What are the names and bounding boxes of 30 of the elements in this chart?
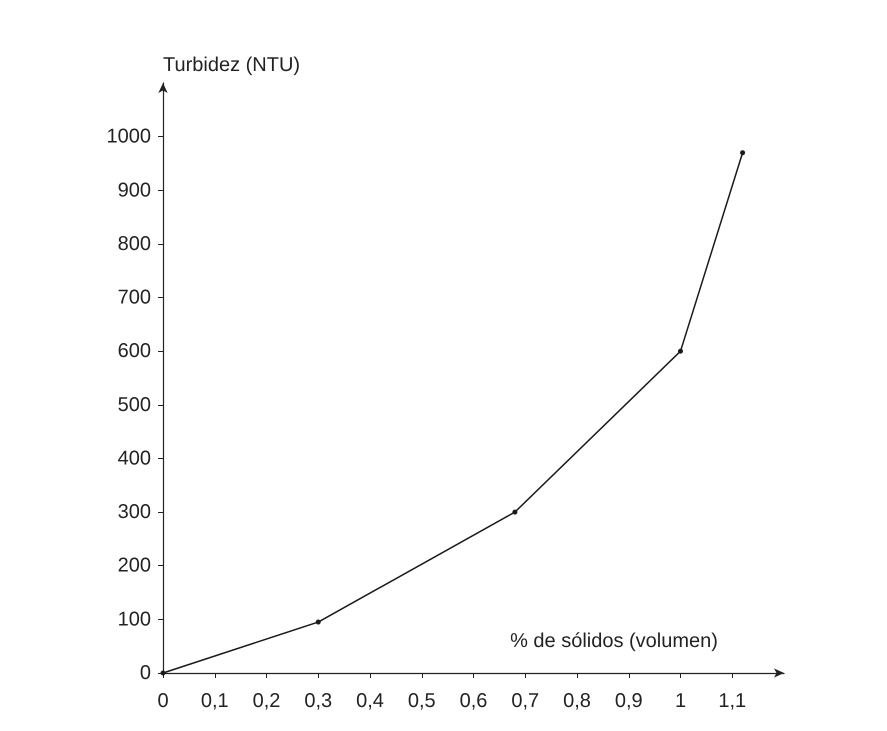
- point: [316, 620, 321, 625]
- y-axis-title: Turbidez (NTU): [163, 54, 300, 76]
- y-tick-label: 900: [118, 179, 151, 202]
- y-tick-label: 1000: [106, 126, 151, 148]
- y-tick-label: 500: [118, 394, 151, 416]
- point: [678, 348, 683, 354]
- y-tick-label: 700: [118, 286, 151, 309]
- x-tick-label: 0,8: [563, 690, 591, 712]
- point: [740, 150, 746, 156]
- y-tick-label: 0: [140, 662, 151, 684]
- x-tick-label: 0,4: [356, 690, 384, 712]
- x-tick-label: 0,7: [511, 690, 540, 712]
- x-tick-label: 0,2: [252, 690, 280, 712]
- x-tick-label: 0,5: [408, 690, 436, 712]
- y-tick-label: 200: [118, 554, 151, 577]
- y-tick-label: 600: [118, 340, 151, 362]
- x-tick-label: 0,6: [460, 690, 488, 712]
- point: [160, 670, 166, 676]
- point: [512, 510, 518, 515]
- x-tick-label: 1: [674, 690, 686, 712]
- y-tick-label: 100: [118, 608, 151, 630]
- y-tick-label: 300: [118, 501, 151, 524]
- x-tick-label: 1,1: [718, 690, 746, 712]
- y-tick-label: 400: [118, 447, 151, 470]
- x-axis-title: % de sólidos (volumen): [510, 630, 718, 652]
- x-tick-label: 0,1: [200, 690, 229, 712]
- x-tick-label: 0,3: [304, 690, 332, 712]
- y-tick-label: 800: [118, 232, 151, 255]
- x-tick-label: 0: [157, 690, 169, 712]
- x-tick-label: 0,9: [614, 690, 643, 712]
